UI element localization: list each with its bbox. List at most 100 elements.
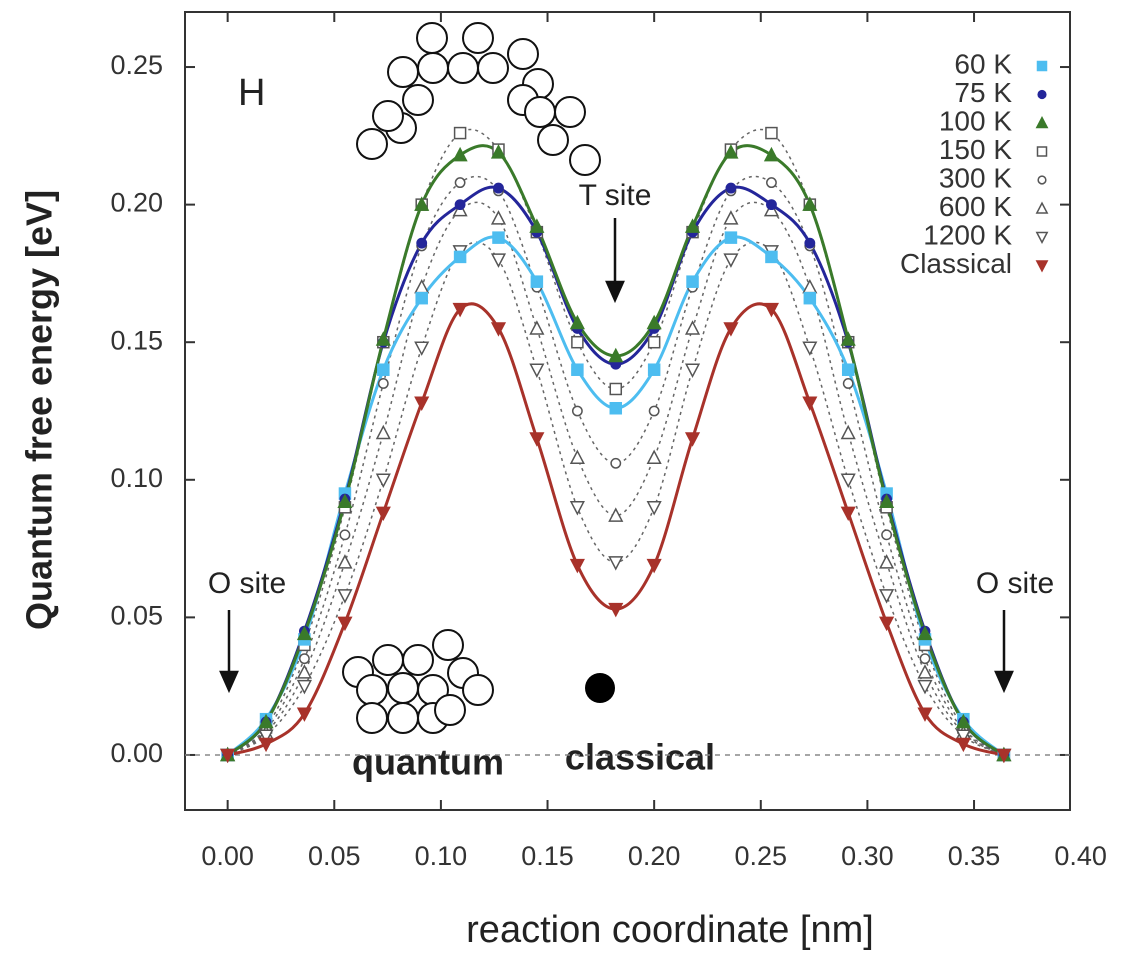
legend-marker bbox=[1035, 115, 1049, 129]
annotation: T site bbox=[579, 179, 652, 212]
data-point bbox=[452, 146, 468, 162]
data-point bbox=[802, 341, 818, 356]
data-point bbox=[296, 679, 312, 695]
legend-label: 75 K bbox=[954, 77, 1012, 108]
plot-frame bbox=[184, 11, 1071, 811]
series-line bbox=[227, 175, 1005, 756]
data-point bbox=[375, 473, 391, 489]
data-point bbox=[917, 664, 933, 679]
data-point bbox=[454, 177, 466, 189]
data-point bbox=[490, 253, 507, 268]
data-point bbox=[917, 625, 933, 641]
data-point bbox=[917, 679, 933, 695]
data-point bbox=[337, 493, 353, 509]
data-point bbox=[803, 291, 817, 305]
data-point bbox=[571, 335, 584, 349]
data-point bbox=[804, 237, 816, 249]
data-point bbox=[453, 250, 467, 264]
data-point bbox=[296, 664, 312, 679]
legend-marker bbox=[1035, 201, 1049, 214]
x-tick-label: 0.15 bbox=[521, 841, 574, 871]
y-tick-label: 0.05 bbox=[110, 601, 163, 631]
data-point bbox=[490, 144, 507, 159]
data-point bbox=[337, 554, 353, 569]
data-point bbox=[723, 144, 739, 159]
data-point bbox=[842, 378, 854, 389]
data-point bbox=[684, 218, 701, 233]
data-point bbox=[840, 424, 856, 440]
data-point bbox=[530, 275, 544, 288]
x-tick-label: 0.40 bbox=[1054, 841, 1107, 871]
data-point bbox=[377, 378, 389, 389]
data-point bbox=[647, 335, 661, 349]
annotation: H bbox=[238, 72, 265, 114]
data-point bbox=[763, 146, 780, 162]
data-point bbox=[296, 625, 312, 641]
data-point bbox=[415, 291, 428, 305]
quantum-beads-bottom bbox=[342, 629, 494, 734]
data-point bbox=[375, 506, 391, 522]
data-point bbox=[569, 449, 585, 465]
data-point bbox=[414, 341, 430, 356]
data-point bbox=[529, 363, 545, 378]
legend-label: 150 K bbox=[939, 134, 1012, 165]
data-point bbox=[454, 199, 466, 211]
data-point bbox=[337, 616, 353, 632]
data-point bbox=[879, 616, 895, 632]
x-tick-label: 0.10 bbox=[415, 841, 468, 871]
legend-label: 300 K bbox=[939, 162, 1012, 193]
x-tick-label: 0.05 bbox=[308, 841, 361, 871]
data-point bbox=[841, 363, 855, 376]
y-tick-label: 0.00 bbox=[110, 738, 163, 768]
data-point bbox=[610, 457, 622, 469]
data-point bbox=[298, 653, 310, 665]
x-tick-label: 0.30 bbox=[841, 841, 894, 871]
data-point bbox=[414, 278, 430, 294]
data-point bbox=[840, 331, 856, 346]
data-point bbox=[955, 713, 971, 729]
data-point bbox=[569, 501, 585, 516]
data-point bbox=[684, 320, 701, 335]
data-point bbox=[608, 602, 624, 618]
data-point bbox=[802, 396, 818, 411]
data-point bbox=[258, 737, 274, 753]
data-point bbox=[608, 556, 624, 571]
data-point bbox=[490, 210, 507, 225]
arrows bbox=[219, 218, 1014, 694]
data-point bbox=[569, 558, 585, 574]
data-point bbox=[608, 507, 624, 522]
data-point bbox=[337, 589, 353, 604]
data-point bbox=[647, 363, 661, 376]
data-point bbox=[802, 278, 818, 294]
legend-marker bbox=[1036, 146, 1048, 157]
data-point bbox=[881, 529, 893, 541]
data-point bbox=[996, 748, 1012, 764]
y-tick-label: 0.15 bbox=[110, 325, 163, 355]
series-line bbox=[227, 302, 1005, 757]
data-point bbox=[684, 432, 701, 447]
data-point bbox=[416, 237, 428, 249]
data-point bbox=[955, 729, 971, 744]
data-point bbox=[723, 322, 739, 337]
data-point bbox=[646, 314, 662, 330]
data-point bbox=[686, 275, 699, 288]
data-point bbox=[529, 218, 545, 233]
data-point bbox=[220, 748, 236, 764]
data-point bbox=[840, 473, 856, 489]
data-point bbox=[919, 653, 931, 665]
y-tick-label: 0.20 bbox=[110, 188, 163, 218]
data-point bbox=[452, 302, 468, 318]
legend-marker bbox=[1035, 231, 1049, 245]
data-point bbox=[646, 449, 662, 465]
legend-marker bbox=[1037, 89, 1047, 100]
legend-marker bbox=[1036, 60, 1048, 72]
quantum-beads-top bbox=[356, 22, 601, 176]
data-point bbox=[646, 558, 662, 574]
legend-label: 600 K bbox=[939, 191, 1012, 222]
data-point bbox=[840, 506, 856, 522]
data-point bbox=[571, 405, 583, 417]
data-point bbox=[879, 493, 895, 509]
data-point bbox=[258, 729, 274, 744]
data-point bbox=[375, 331, 391, 346]
